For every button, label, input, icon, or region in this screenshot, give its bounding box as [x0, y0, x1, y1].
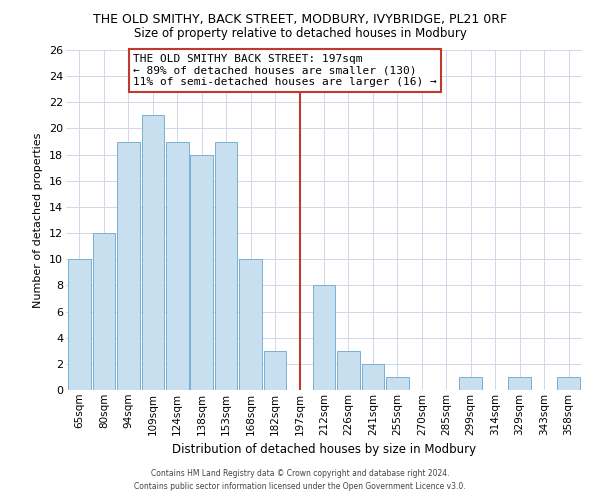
- Bar: [92, 233, 115, 390]
- Bar: [337, 351, 360, 390]
- Bar: [557, 377, 580, 390]
- Text: Size of property relative to detached houses in Modbury: Size of property relative to detached ho…: [134, 28, 466, 40]
- Bar: [190, 154, 213, 390]
- Bar: [386, 377, 409, 390]
- Bar: [142, 116, 164, 390]
- Bar: [215, 142, 238, 390]
- Bar: [313, 286, 335, 390]
- Bar: [362, 364, 384, 390]
- Text: THE OLD SMITHY, BACK STREET, MODBURY, IVYBRIDGE, PL21 0RF: THE OLD SMITHY, BACK STREET, MODBURY, IV…: [93, 12, 507, 26]
- Text: Contains HM Land Registry data © Crown copyright and database right 2024.
Contai: Contains HM Land Registry data © Crown c…: [134, 470, 466, 491]
- Bar: [166, 142, 188, 390]
- X-axis label: Distribution of detached houses by size in Modbury: Distribution of detached houses by size …: [172, 443, 476, 456]
- Bar: [460, 377, 482, 390]
- Bar: [68, 259, 91, 390]
- Bar: [508, 377, 531, 390]
- Bar: [117, 142, 140, 390]
- Text: THE OLD SMITHY BACK STREET: 197sqm
← 89% of detached houses are smaller (130)
11: THE OLD SMITHY BACK STREET: 197sqm ← 89%…: [133, 54, 437, 87]
- Y-axis label: Number of detached properties: Number of detached properties: [34, 132, 43, 308]
- Bar: [264, 351, 286, 390]
- Bar: [239, 259, 262, 390]
